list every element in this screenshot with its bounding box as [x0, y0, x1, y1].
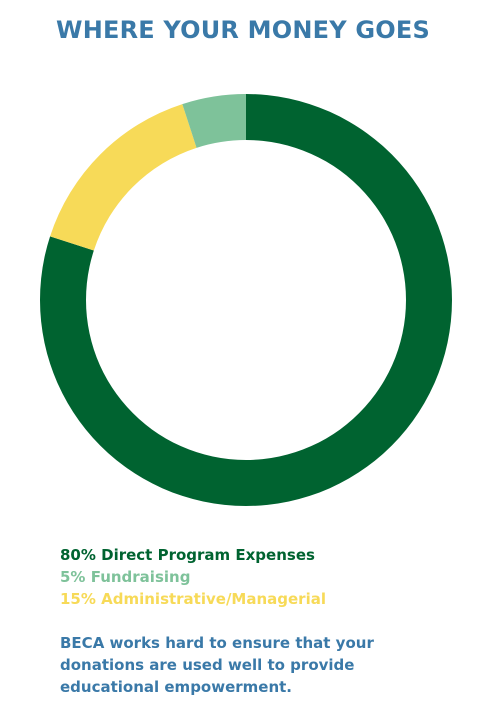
donut-chart — [40, 94, 453, 506]
legend-item-direct-program: 80% Direct Program Expenses — [60, 546, 315, 564]
chart-title: WHERE YOUR MONEY GOES — [56, 16, 430, 44]
slice-administrative — [50, 104, 197, 251]
legend: 80% Direct Program Expenses 5% Fundraisi… — [60, 544, 326, 610]
slice-fundraising — [182, 94, 246, 148]
donut-slices — [40, 94, 453, 506]
footnote-text: BECA works hard to ensure that your dona… — [60, 634, 374, 696]
legend-item-fundraising: 5% Fundraising — [60, 568, 191, 586]
legend-item-administrative: 15% Administrative/Managerial — [60, 590, 326, 608]
